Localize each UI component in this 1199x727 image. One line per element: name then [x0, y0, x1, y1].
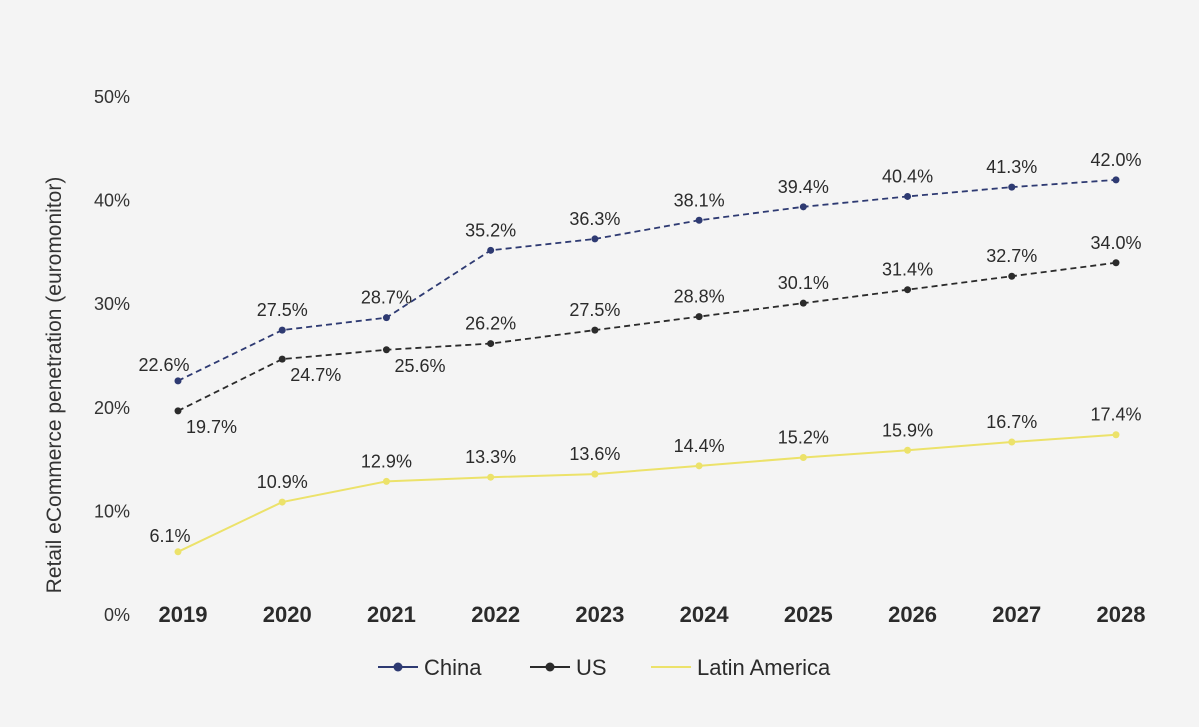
x-tick-label: 2024 [680, 602, 730, 627]
series-layer: 22.6% 27.5% 28.7% 35.2% 36.3% 38.1% 39.4% 40.4%… [138, 150, 1142, 556]
data-label: 31.4% [882, 260, 933, 280]
data-point [382, 314, 390, 322]
legend-marker [393, 662, 403, 672]
x-tick-label: 2026 [888, 602, 937, 627]
data-label: 17.4% [1090, 405, 1141, 425]
data-label: 41.3% [986, 157, 1037, 177]
data-label: 25.6% [394, 356, 445, 376]
x-tick-label: 2020 [263, 602, 312, 627]
data-point [904, 286, 912, 294]
data-point [904, 446, 912, 454]
data-point [695, 462, 703, 470]
data-label: 15.9% [882, 420, 933, 440]
x-tick-label: 2021 [367, 602, 416, 627]
data-point [278, 498, 286, 506]
data-label: 42.0% [1090, 150, 1141, 170]
data-label: 35.2% [465, 220, 516, 240]
data-point [382, 346, 390, 354]
y-axis: 0% 10% 20% 30% 40% 50% [94, 87, 130, 625]
y-tick-label: 20% [94, 398, 130, 418]
data-label: 24.7% [290, 365, 341, 385]
data-point [591, 235, 599, 243]
y-tick-label: 40% [94, 191, 130, 211]
data-label: 28.7% [361, 288, 412, 308]
data-label: 6.1% [149, 526, 190, 546]
series-latin-america: 6.1% 10.9% 12.9% 13.3% 13.6% 14.4% 15.2% 15.9% 1… [149, 405, 1142, 556]
data-label: 12.9% [361, 451, 412, 471]
x-tick-label: 2019 [159, 602, 208, 627]
data-label: 39.4% [778, 177, 829, 197]
legend-label: US [576, 655, 607, 680]
y-tick-label: 30% [94, 294, 130, 314]
data-point [1112, 431, 1120, 439]
y-tick-label: 0% [104, 605, 130, 625]
legend-item: Latin America [651, 655, 831, 680]
data-point [1008, 272, 1016, 280]
data-point [799, 299, 807, 307]
data-point [174, 377, 182, 385]
series-line [177, 433, 1117, 553]
x-tick-label: 2023 [575, 602, 624, 627]
data-label: 14.4% [674, 436, 725, 456]
data-label: 13.6% [569, 444, 620, 464]
y-axis-label: Retail eCommerce penetration (euromonito… [43, 177, 66, 594]
data-point [591, 470, 599, 478]
legend-marker [545, 662, 555, 672]
data-point [382, 477, 390, 485]
x-axis: 2019 2020 2021 2022 2023 2024 2025 2026 2027 2028 [159, 602, 1146, 627]
data-label: 32.7% [986, 246, 1037, 266]
data-point [1008, 183, 1016, 191]
data-point [174, 548, 182, 556]
data-point [799, 203, 807, 211]
data-label: 38.1% [674, 190, 725, 210]
data-label: 22.6% [138, 355, 189, 375]
series-us: 19.7% 24.7% 25.6% 26.2% 27.5% 28.8% 30.1% 31.4%… [174, 233, 1142, 437]
data-label: 28.8% [674, 287, 725, 307]
data-label: 30.1% [778, 273, 829, 293]
legend-item: China [378, 655, 482, 680]
data-point [278, 355, 286, 363]
data-point [1112, 176, 1120, 184]
data-label: 19.7% [186, 417, 237, 437]
y-tick-label: 10% [94, 501, 130, 521]
data-point [904, 192, 912, 200]
data-point [799, 454, 807, 462]
data-point [1112, 259, 1120, 267]
data-label: 40.4% [882, 166, 933, 186]
x-tick-label: 2027 [992, 602, 1041, 627]
series-line [177, 178, 1117, 382]
series-china: 22.6% 27.5% 28.7% 35.2% 36.3% 38.1% 39.4% 40.4%… [138, 150, 1142, 385]
data-label: 16.7% [986, 412, 1037, 432]
x-tick-label: 2028 [1097, 602, 1146, 627]
data-label: 27.5% [569, 300, 620, 320]
data-label: 34.0% [1090, 233, 1141, 253]
legend-item: US [530, 655, 607, 680]
data-label: 27.5% [257, 300, 308, 320]
data-point [487, 473, 495, 481]
data-label: 13.3% [465, 447, 516, 467]
data-point [487, 340, 495, 348]
x-tick-label: 2022 [471, 602, 520, 627]
legend: China US Latin America [378, 655, 831, 680]
legend-label: Latin America [697, 655, 831, 680]
data-point [174, 407, 182, 415]
data-point [591, 326, 599, 334]
data-point [1008, 438, 1016, 446]
legend-label: China [424, 655, 482, 680]
data-point [278, 326, 286, 334]
data-label: 10.9% [257, 472, 308, 492]
data-point [695, 216, 703, 224]
x-tick-label: 2025 [784, 602, 833, 627]
data-point [695, 313, 703, 321]
data-label: 26.2% [465, 314, 516, 334]
data-label: 15.2% [778, 428, 829, 448]
y-tick-label: 50% [94, 87, 130, 107]
data-point [487, 246, 495, 254]
series-line [177, 261, 1117, 412]
data-label: 36.3% [569, 209, 620, 229]
